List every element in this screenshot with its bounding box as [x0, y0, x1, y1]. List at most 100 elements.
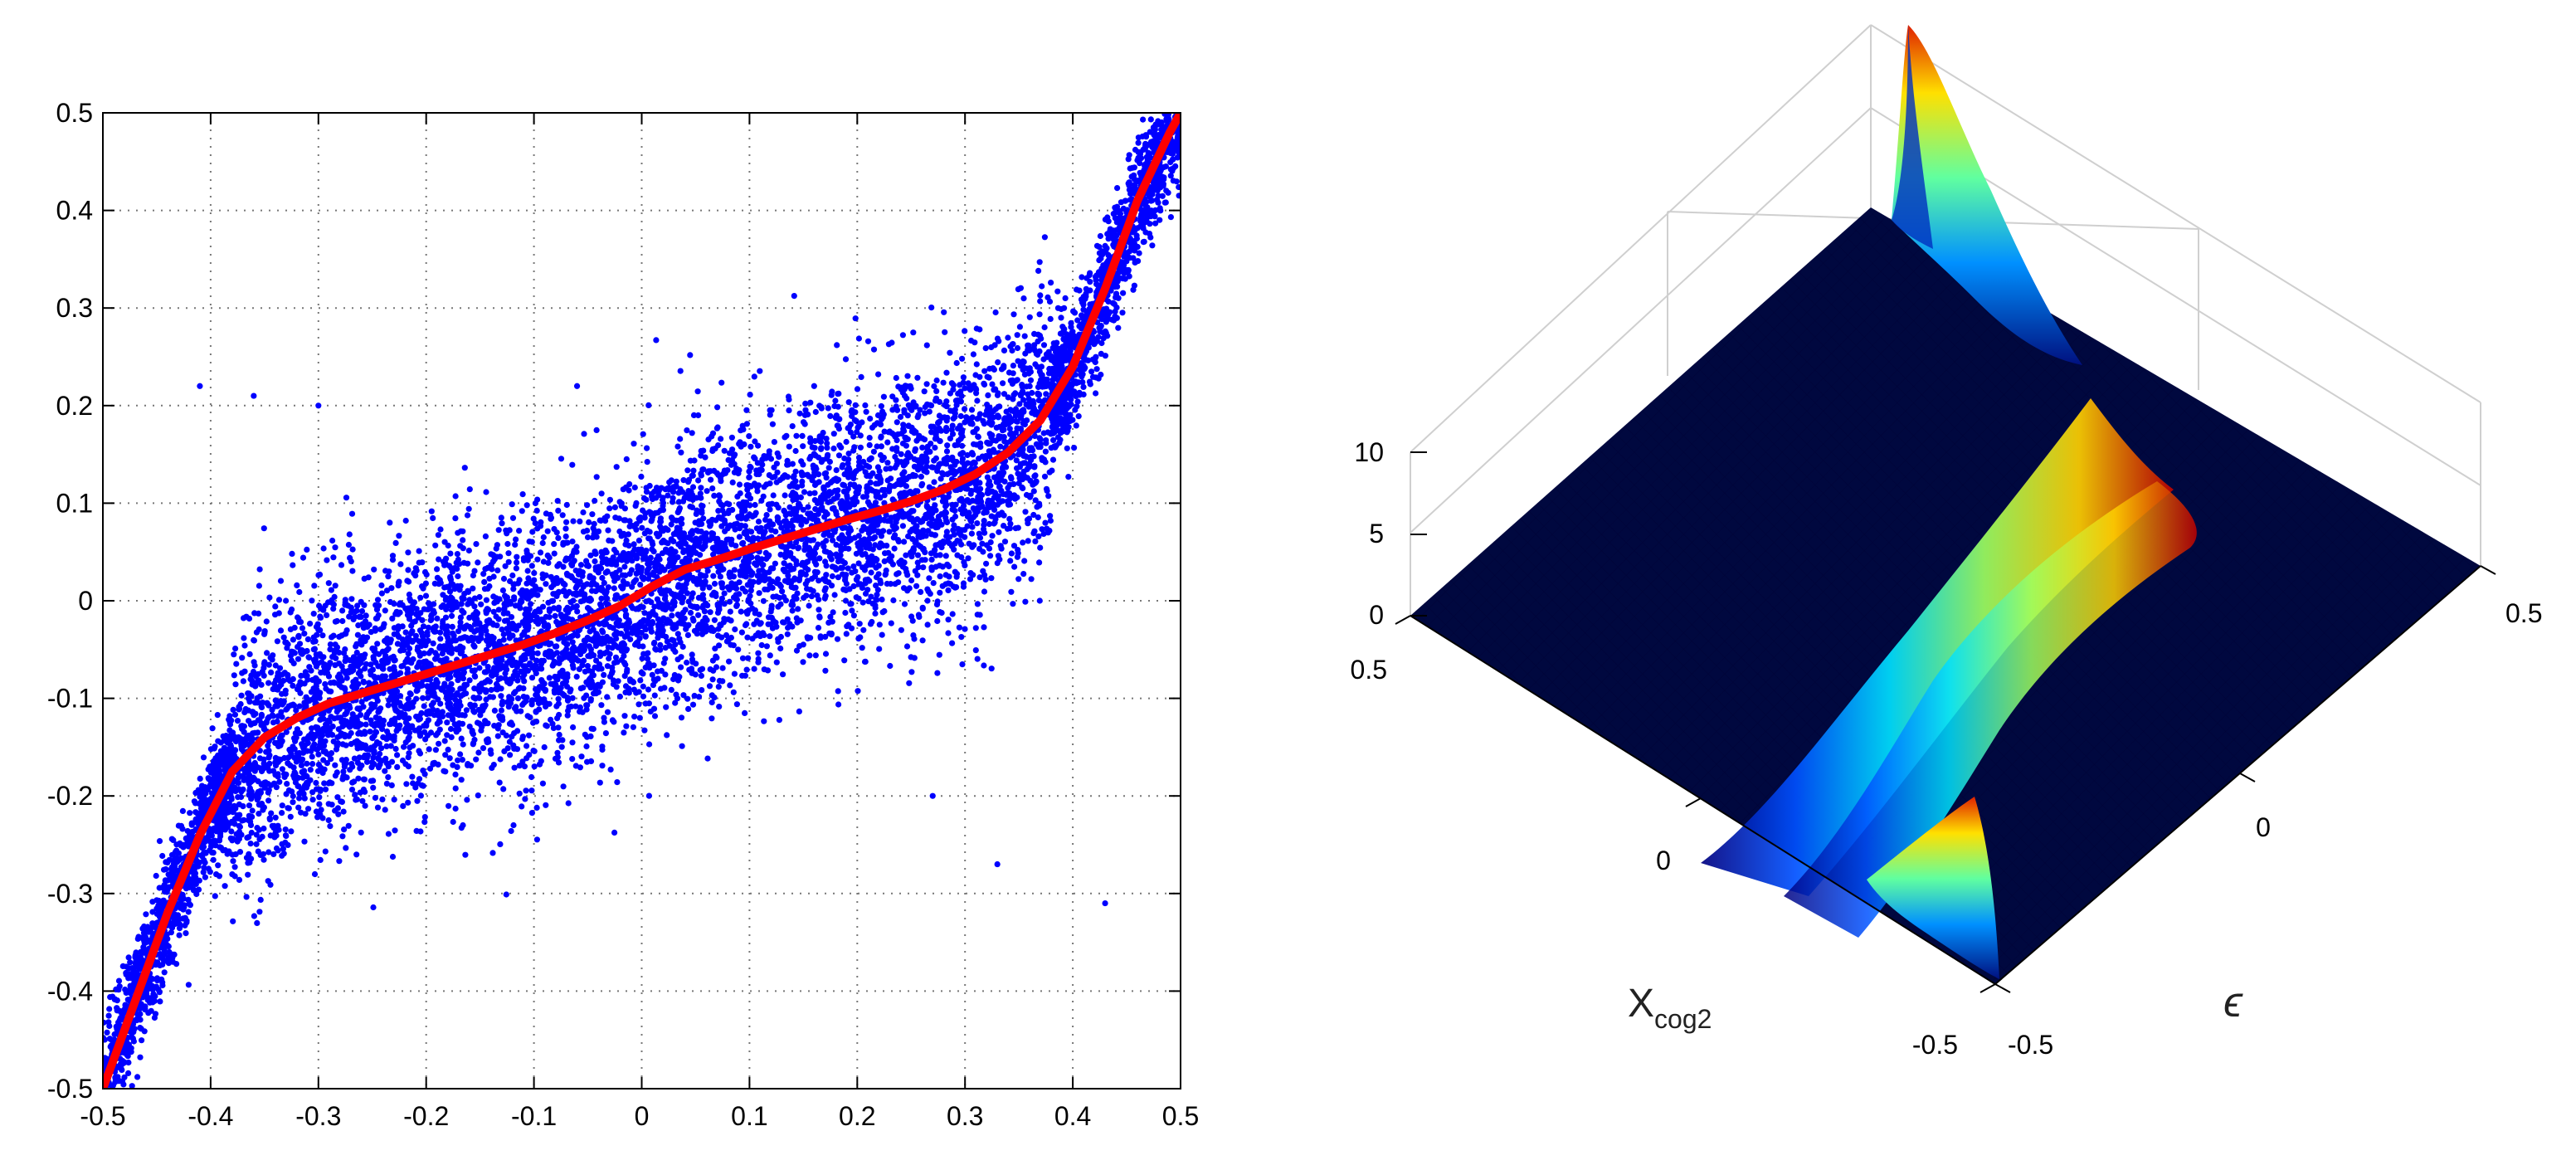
- scatter-point: [475, 749, 482, 756]
- scatter-point: [678, 449, 684, 456]
- scatter-point: [887, 662, 894, 670]
- scatter-point: [650, 682, 657, 689]
- scatter-point: [514, 695, 522, 702]
- scatter-point: [256, 583, 262, 589]
- scatter-point: [534, 556, 541, 563]
- scatter-point: [134, 1074, 141, 1080]
- scatter-point: [937, 589, 943, 596]
- scatter-point: [727, 682, 733, 689]
- scatter-point: [330, 554, 337, 561]
- scatter-point: [835, 403, 841, 410]
- scatter-point: [307, 621, 314, 627]
- scatter-point: [1025, 538, 1031, 544]
- scatter-point: [288, 828, 295, 835]
- scatter-point: [721, 590, 728, 597]
- scatter-point: [959, 661, 966, 668]
- scatter-point: [824, 440, 830, 446]
- scatter-point: [519, 803, 525, 810]
- scatter-point: [256, 802, 262, 808]
- scatter-point: [590, 525, 597, 532]
- scatter-point: [161, 969, 168, 976]
- scatter-point: [762, 455, 769, 461]
- scatter-point: [640, 431, 646, 437]
- scatter-point: [586, 643, 592, 650]
- scatter-point: [275, 597, 283, 603]
- scatter-point: [835, 688, 841, 695]
- scatter-point: [680, 692, 687, 699]
- scatter-point: [246, 802, 253, 809]
- scatter-point: [852, 409, 859, 416]
- scatter-point: [777, 645, 784, 652]
- scatter-point: [637, 677, 644, 684]
- scatter-point: [928, 441, 934, 447]
- scatter-point: [936, 398, 943, 405]
- scatter-point: [1050, 436, 1057, 444]
- scatter-point: [370, 778, 377, 784]
- scatter-point: [1040, 356, 1047, 363]
- scatter-point: [889, 446, 896, 452]
- scatter-point: [475, 559, 481, 566]
- scatter-point: [911, 636, 918, 642]
- scatter-point: [843, 438, 850, 446]
- scatter-point: [256, 626, 262, 633]
- scatter-plot-area: [103, 113, 1181, 1089]
- scatter-point: [176, 932, 183, 938]
- scatter-point: [1020, 295, 1027, 302]
- scatter-point: [745, 655, 752, 661]
- scatter-point: [454, 551, 461, 558]
- scatter-point: [1010, 363, 1016, 369]
- scatter-point: [640, 683, 646, 690]
- scatter-point: [728, 434, 736, 441]
- scatter-point: [551, 550, 558, 557]
- scatter-point: [214, 712, 221, 719]
- scatter-point: [319, 632, 326, 639]
- scatter-point: [898, 451, 904, 457]
- scatter-point: [973, 361, 980, 368]
- scatter-point: [694, 388, 701, 395]
- scatter-point: [639, 655, 645, 662]
- scatter-point: [893, 374, 899, 382]
- scatter-point: [746, 468, 752, 475]
- scatter-point: [948, 380, 955, 387]
- scatter-point: [714, 404, 721, 411]
- scatter-point: [388, 585, 395, 592]
- scatter-point: [322, 848, 329, 855]
- scatter-point: [363, 711, 370, 718]
- scatter-point: [888, 620, 894, 626]
- scatter-point: [507, 752, 514, 758]
- scatter-point: [988, 575, 995, 582]
- scatter-point: [554, 580, 561, 587]
- scatter-point: [562, 525, 569, 532]
- scatter-point: [959, 442, 966, 449]
- scatter-point: [1087, 270, 1093, 276]
- scatter-point: [926, 575, 933, 582]
- scatter-point: [995, 359, 1001, 366]
- scatter-point: [853, 468, 859, 475]
- scatter-point: [478, 601, 485, 607]
- scatter-point: [1097, 232, 1103, 240]
- scatter-point: [689, 651, 695, 658]
- scatter-point: [752, 501, 758, 509]
- scatter-point: [125, 954, 132, 961]
- scatter-point: [816, 614, 823, 621]
- scatter-point: [1030, 345, 1037, 352]
- scatter-point: [405, 799, 411, 806]
- scatter-point: [304, 636, 311, 643]
- scatter-point: [514, 677, 521, 684]
- scatter-point: [668, 686, 674, 694]
- scatter-point: [258, 711, 265, 719]
- scatter-point: [651, 713, 659, 719]
- scatter-point: [942, 329, 948, 335]
- scatter-point: [512, 602, 519, 609]
- scatter-point: [801, 594, 807, 602]
- scatter-point: [850, 433, 857, 440]
- scatter-point: [533, 804, 540, 812]
- scatter-point: [450, 762, 456, 768]
- scatter-point: [554, 498, 561, 505]
- scatter-point: [678, 714, 685, 721]
- scatter-point: [1046, 469, 1053, 475]
- scatter-point: [941, 309, 947, 315]
- scatter-point: [839, 564, 846, 571]
- scatter-point: [560, 563, 567, 570]
- scatter-point: [297, 690, 304, 696]
